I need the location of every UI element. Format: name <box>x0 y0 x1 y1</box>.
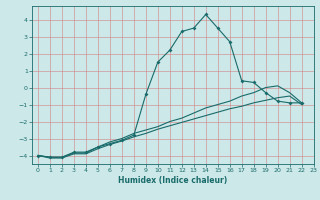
X-axis label: Humidex (Indice chaleur): Humidex (Indice chaleur) <box>118 176 228 185</box>
